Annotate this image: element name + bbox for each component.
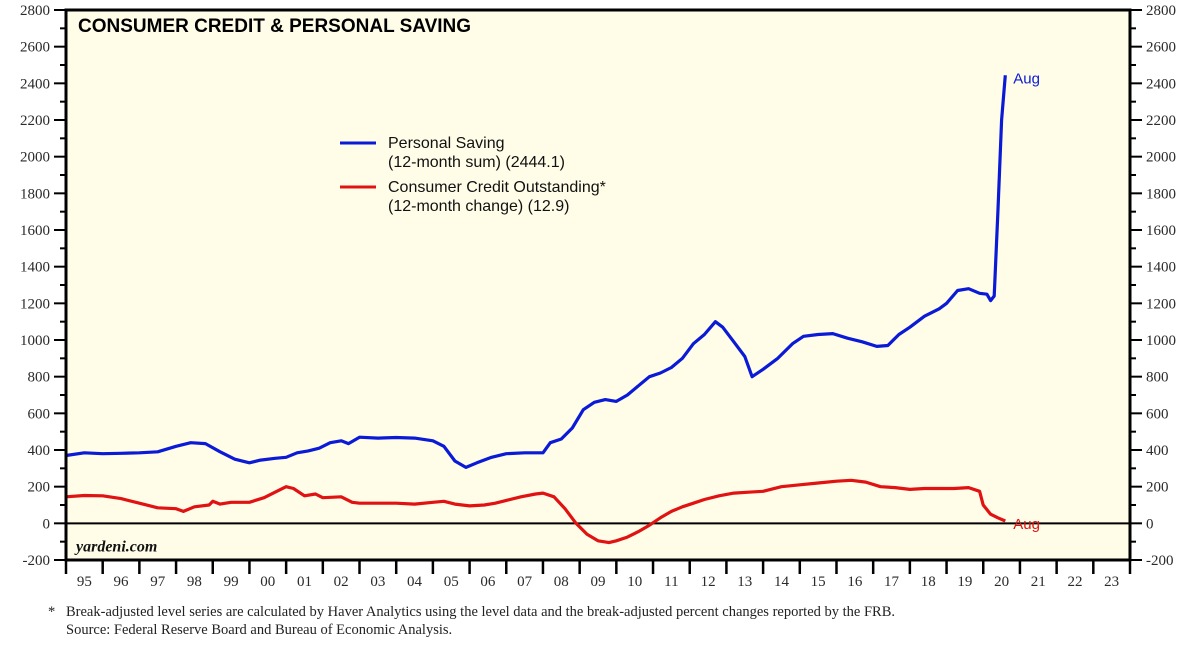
y-tick-label-right: 0	[1146, 516, 1154, 532]
y-tick-label-left: 1600	[20, 223, 50, 239]
y-tick-label-right: 2600	[1146, 40, 1176, 56]
y-tick-label-left: 600	[28, 406, 51, 422]
y-tick-label-right: 1000	[1146, 333, 1176, 349]
x-tick-label: 16	[847, 574, 863, 590]
y-tick-label-left: -200	[23, 553, 51, 569]
y-tick-label-left: 800	[28, 370, 51, 386]
x-tick-label: 01	[297, 574, 312, 590]
y-tick-label-left: 200	[28, 480, 51, 496]
footnote-line-1: Break-adjusted level series are calculat…	[66, 604, 896, 620]
legend-label-consumer-credit: Consumer Credit Outstanding*	[388, 179, 606, 196]
y-tick-label-left: 1400	[20, 260, 50, 276]
x-tick-label: 18	[921, 574, 936, 590]
brand-watermark: yardeni.com	[74, 538, 157, 555]
y-tick-label-left: 400	[28, 443, 51, 459]
y-tick-label-left: 2000	[20, 150, 50, 166]
y-tick-label-right: 2400	[1146, 76, 1176, 92]
x-tick-label: 95	[77, 574, 92, 590]
y-tick-label-left: 1200	[20, 296, 50, 312]
x-tick-label: 98	[187, 574, 202, 590]
end-label-personal-saving: Aug	[1013, 70, 1040, 87]
y-tick-label-left: 2400	[20, 76, 50, 92]
y-tick-label-right: 200	[1146, 480, 1169, 496]
x-tick-label: 15	[811, 574, 826, 590]
legend: Personal Saving (12-month sum) (2444.1) …	[340, 135, 606, 215]
x-tick-label: 19	[957, 574, 972, 590]
x-tick-label: 96	[114, 574, 130, 590]
x-tick-label: 04	[407, 574, 423, 590]
y-tick-label-left: 2200	[20, 113, 50, 129]
x-tick-label: 14	[774, 574, 790, 590]
series-line-consumer-credit	[65, 478, 1006, 545]
chart-title: CONSUMER CREDIT & PERSONAL SAVING	[78, 16, 471, 37]
y-tick-label-left: 1800	[20, 186, 50, 202]
x-tick-label: 09	[591, 574, 606, 590]
legend-sublabel-personal-saving: (12-month sum) (2444.1)	[388, 154, 565, 171]
x-tick-label: 12	[701, 574, 716, 590]
y-tick-label-left: 1000	[20, 333, 50, 349]
y-tick-label-right: 1600	[1146, 223, 1176, 239]
x-tick-label: 08	[554, 574, 569, 590]
y-tick-label-left: 0	[43, 516, 51, 532]
x-tick-label: 10	[627, 574, 642, 590]
x-axis: 95 96 97 98 99 00 01 02 03 04 05 06 07 08 09 10 11 12 13 14…	[64, 560, 1132, 590]
x-tick-label: 02	[334, 574, 349, 590]
y-axis-right: -200 0 200 400 600 800 1000 1200 1400 1600 1800 200…	[1130, 3, 1176, 569]
footnote-marker: *	[48, 604, 56, 620]
x-tick-label: 97	[150, 574, 166, 590]
x-tick-label: 00	[260, 574, 275, 590]
end-label-consumer-credit: Aug	[1013, 516, 1040, 533]
footnote-line-2: Source: Federal Reserve Board and Bureau…	[66, 622, 453, 638]
plot-frame	[64, 8, 1132, 562]
legend-sublabel-consumer-credit: (12-month change) (12.9)	[388, 198, 569, 215]
x-tick-label: 22	[1067, 574, 1082, 590]
y-tick-label-left: 2600	[20, 40, 50, 56]
y-tick-label-right: 2200	[1146, 113, 1176, 129]
x-tick-label: 99	[224, 574, 239, 590]
y-tick-label-right: -200	[1146, 553, 1174, 569]
y-tick-label-right: 2000	[1146, 150, 1176, 166]
x-tick-label: 23	[1104, 574, 1119, 590]
y-tick-label-right: 2800	[1146, 3, 1176, 19]
x-tick-label: 07	[517, 574, 533, 590]
footnote: * Break-adjusted level series are calcula…	[48, 603, 895, 639]
x-tick-label: 06	[480, 574, 496, 590]
y-tick-label-right: 800	[1146, 370, 1169, 386]
y-tick-label-left: 2800	[20, 3, 50, 19]
y-tick-label-right: 1400	[1146, 260, 1176, 276]
series-line-personal-saving	[65, 75, 1007, 469]
plot-area	[66, 10, 1130, 560]
y-tick-label-right: 1200	[1146, 296, 1176, 312]
x-tick-label: 11	[664, 574, 678, 590]
legend-label-personal-saving: Personal Saving	[388, 135, 505, 152]
x-tick-label: 17	[884, 574, 900, 590]
x-tick-label: 13	[737, 574, 752, 590]
series-layer: Aug Aug	[65, 70, 1040, 545]
y-tick-label-right: 1800	[1146, 186, 1176, 202]
y-tick-label-right: 400	[1146, 443, 1169, 459]
x-tick-label: 03	[370, 574, 385, 590]
chart: -200020040060080010001200140016001800200…	[20, 3, 1176, 590]
x-tick-label: 05	[444, 574, 459, 590]
x-tick-label: 20	[994, 574, 1009, 590]
y-tick-label-right: 600	[1146, 406, 1169, 422]
y-axis-left: -200 0 200 400 600 800 1000 1200 1400 1600 1800 200…	[20, 3, 66, 569]
x-tick-label: 21	[1031, 574, 1046, 590]
